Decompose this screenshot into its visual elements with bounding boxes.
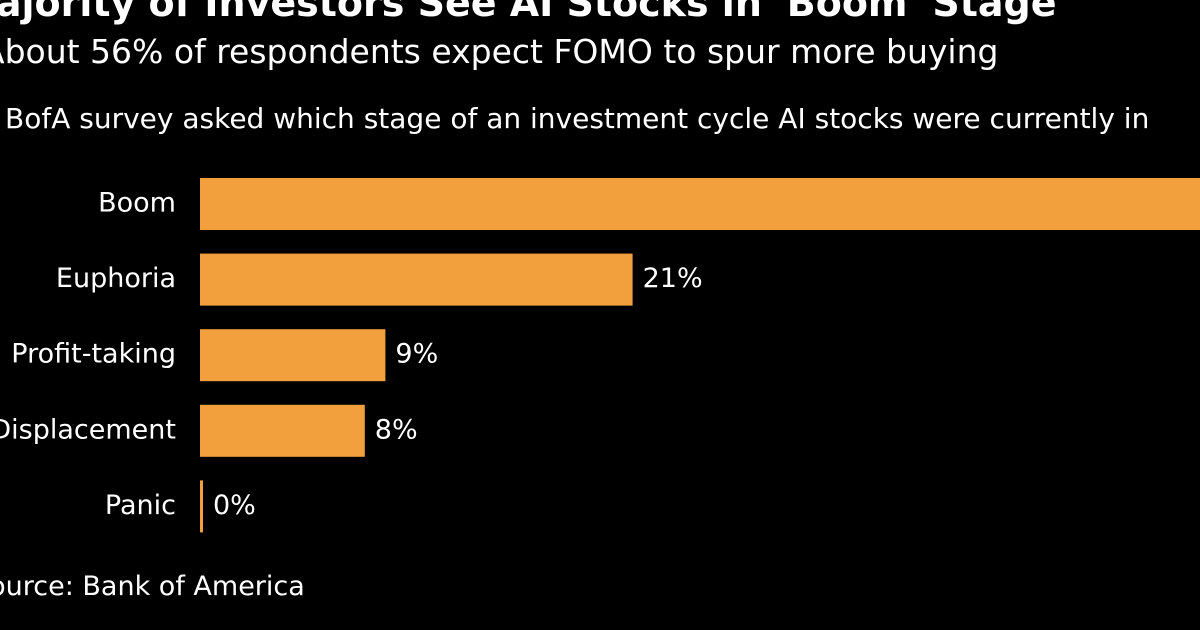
- value-label-profit-taking: 9%: [395, 339, 438, 370]
- chart-subtitle: About 56% of respondents expect FOMO to …: [0, 32, 999, 71]
- source-note: Source: Bank of America: [0, 571, 305, 602]
- bar-boom: [200, 178, 1200, 230]
- bar-displacement: [200, 404, 365, 457]
- value-label-panic: 0%: [213, 490, 256, 521]
- bar-profit-taking: [200, 329, 386, 382]
- category-label-displacement: Displacement: [0, 414, 176, 445]
- category-label-euphoria: Euphoria: [56, 263, 176, 294]
- chart-note: BofA survey asked which stage of an inve…: [5, 102, 1150, 135]
- category-label-panic: Panic: [105, 490, 176, 521]
- category-label-profit-taking: Profit-taking: [11, 339, 176, 370]
- value-label-euphoria: 21%: [643, 263, 703, 294]
- category-label-boom: Boom: [98, 188, 176, 219]
- chart-title: Majority of Investors See AI Stocks in '…: [0, 0, 1057, 25]
- bar-panic: [200, 480, 203, 533]
- bar-euphoria: [200, 253, 633, 306]
- value-label-displacement: 8%: [375, 414, 418, 445]
